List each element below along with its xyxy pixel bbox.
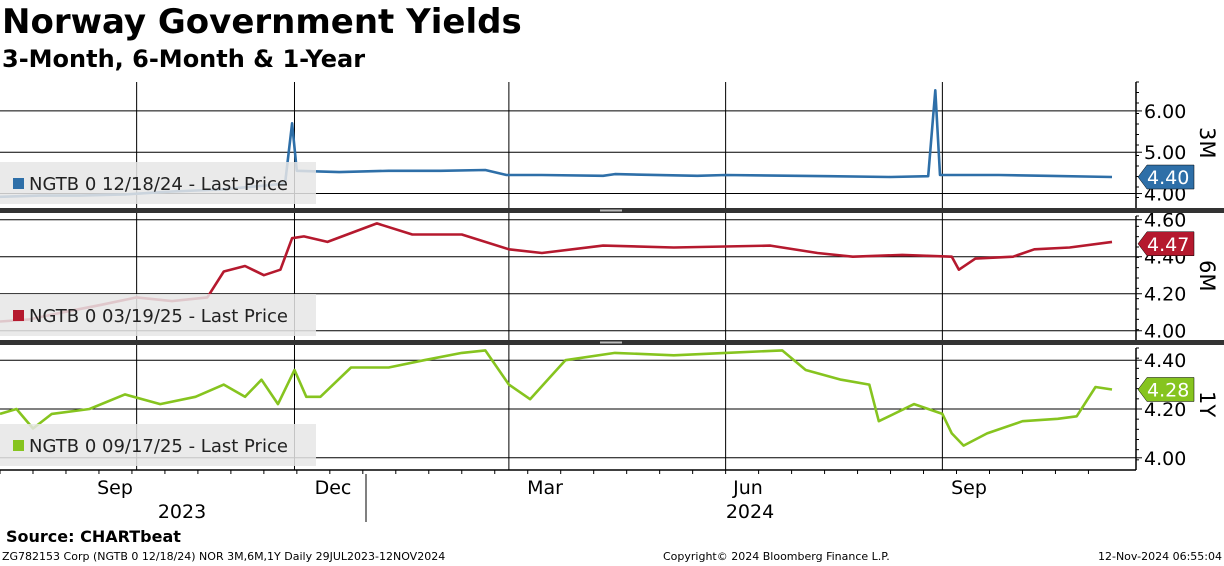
x-tick-label-4: Sep bbox=[951, 477, 987, 499]
6M-legend-box bbox=[0, 294, 316, 336]
3M-legend-box bbox=[0, 162, 316, 204]
x-tick-label-2: Mar bbox=[527, 477, 563, 499]
6M-legend-swatch bbox=[13, 310, 24, 321]
1Y-series-line bbox=[0, 349, 1113, 447]
chart-title: Norway Government Yields bbox=[2, 2, 522, 42]
6M-y-tick-label-3: 4.60 bbox=[1144, 210, 1186, 232]
footer-security-info: ZG782153 Corp (NGTB 0 12/18/24) NOR 3M,6… bbox=[2, 550, 446, 563]
x-year-label-0: 2023 bbox=[158, 501, 206, 523]
6M-panel-label: 6M bbox=[1195, 260, 1219, 291]
1Y-y-tick-label-2: 4.40 bbox=[1144, 350, 1186, 372]
footer-copyright: Copyright© 2024 Bloomberg Finance L.P. bbox=[663, 550, 890, 563]
footer-timestamp: 12-Nov-2024 06:55:04 bbox=[1097, 550, 1222, 563]
3M-panel-label: 3M bbox=[1195, 127, 1219, 158]
separator-grip-1 bbox=[600, 209, 622, 212]
x-tick-label-3: Jun bbox=[732, 477, 763, 499]
1Y-legend-label: NGTB 0 09/17/25 - Last Price bbox=[29, 436, 288, 457]
source-note: Source: CHARTbeat bbox=[6, 527, 181, 546]
1Y-y-tick-label-1: 4.20 bbox=[1144, 399, 1186, 421]
3M-y-tick-label-1: 5.00 bbox=[1144, 142, 1186, 164]
1Y-legend-swatch bbox=[13, 440, 24, 451]
x-year-label-1: 2024 bbox=[726, 501, 774, 523]
1Y-legend-box bbox=[0, 424, 316, 466]
6M-legend-label: NGTB 0 03/19/25 - Last Price bbox=[29, 306, 288, 327]
1Y-y-tick-label-0: 4.00 bbox=[1144, 448, 1186, 470]
chart-subtitle: 3-Month, 6-Month & 1-Year bbox=[2, 45, 366, 73]
x-tick-label-1: Dec bbox=[315, 477, 352, 499]
3M-legend-swatch bbox=[13, 178, 24, 189]
separator-grip-2 bbox=[600, 341, 622, 344]
3M-last-value-label: 4.40 bbox=[1147, 167, 1189, 189]
6M-y-tick-label-1: 4.20 bbox=[1144, 284, 1186, 306]
6M-last-value-badge bbox=[1137, 231, 1195, 257]
3M-last-value-badge bbox=[1137, 164, 1195, 190]
6M-y-tick-label-0: 4.00 bbox=[1144, 321, 1186, 343]
3M-y-tick-label-2: 6.00 bbox=[1144, 101, 1186, 123]
1Y-panel-label: 1Y bbox=[1195, 391, 1219, 417]
1Y-last-value-label: 4.28 bbox=[1147, 379, 1189, 401]
x-tick-label-0: Sep bbox=[97, 477, 133, 499]
6M-last-value-label: 4.47 bbox=[1147, 234, 1189, 256]
1Y-last-value-badge bbox=[1137, 377, 1195, 402]
3M-legend-label: NGTB 0 12/18/24 - Last Price bbox=[29, 174, 288, 195]
